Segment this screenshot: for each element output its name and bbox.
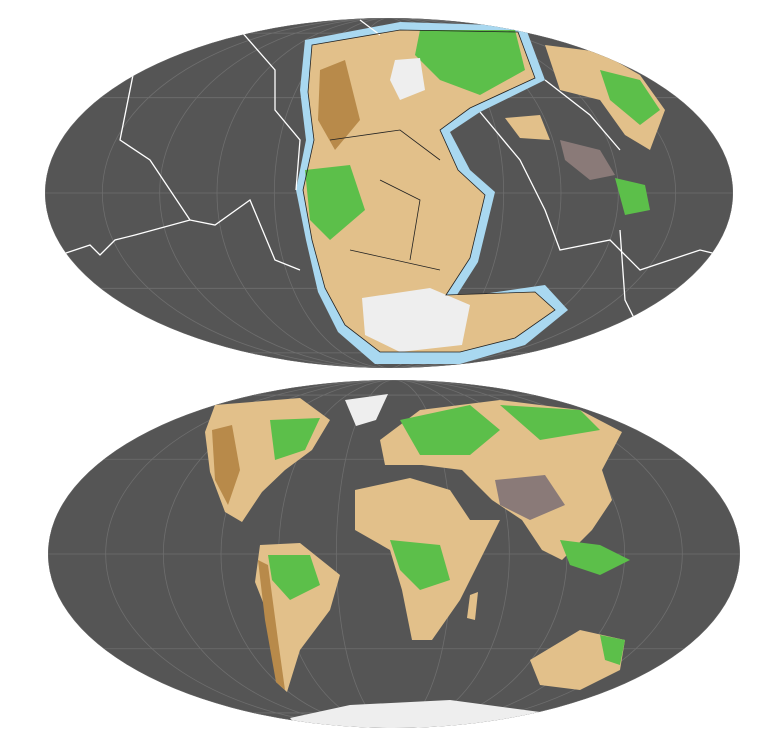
greenland bbox=[345, 394, 388, 426]
coastlines bbox=[302, 29, 556, 353]
antarctica bbox=[290, 700, 540, 728]
africa-veg bbox=[390, 540, 450, 590]
north-america-veg bbox=[270, 418, 320, 460]
south-china-block bbox=[615, 178, 650, 215]
paleo-map bbox=[45, 18, 733, 368]
island-block bbox=[505, 115, 550, 140]
highlands bbox=[318, 60, 360, 150]
tibetan-plateau bbox=[495, 475, 565, 520]
ice-cap-north bbox=[390, 58, 425, 100]
pangaea bbox=[303, 30, 555, 352]
rocky-mountains bbox=[212, 425, 240, 505]
antarctic-ice bbox=[362, 288, 470, 352]
vegetation-north bbox=[415, 30, 525, 95]
present-day-map bbox=[48, 380, 740, 728]
southeast-asia bbox=[560, 540, 630, 575]
east-asia-blocks bbox=[545, 45, 665, 150]
europe-veg bbox=[400, 405, 500, 455]
east-asia-veg bbox=[600, 70, 660, 125]
siberia-veg bbox=[500, 405, 600, 440]
amazon-veg bbox=[268, 555, 320, 600]
present-landmasses bbox=[205, 394, 630, 728]
paleo-landmasses bbox=[296, 22, 665, 364]
cimmerian-block bbox=[560, 140, 615, 180]
madagascar bbox=[467, 592, 478, 620]
andes bbox=[258, 560, 285, 690]
vegetation-south bbox=[305, 165, 365, 240]
australia-veg bbox=[600, 635, 625, 665]
australia bbox=[530, 630, 625, 690]
